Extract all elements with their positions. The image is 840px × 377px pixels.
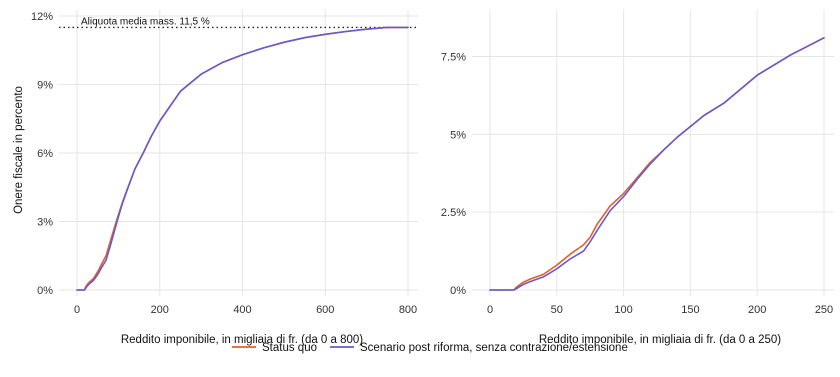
y-tick-label: 2.5% bbox=[441, 207, 466, 219]
x-tick-label: 400 bbox=[233, 304, 251, 316]
y-tick-label: 12% bbox=[31, 11, 53, 23]
x-axis-title-right: Reddito imponibile, in migliaia di fr. (… bbox=[539, 334, 781, 346]
x-tick-label: 150 bbox=[681, 304, 699, 316]
x-tick-label: 200 bbox=[151, 304, 169, 316]
y-axis-title: Onere fiscale in percento bbox=[13, 86, 25, 214]
series-line-status-quo-right bbox=[489, 37, 825, 291]
x-axis-title-left: Reddito imponibile, in migliaia di fr. (… bbox=[121, 334, 363, 346]
chart-panel-right: 0% 2.5% 5% 7.5% 0 50 100 150 200 250 Reddito impon… bbox=[441, 10, 834, 346]
series-line-reform-left bbox=[76, 26, 409, 291]
x-tick-label: 600 bbox=[316, 304, 334, 316]
y-tick-label: 6% bbox=[37, 148, 53, 160]
reference-line-label: Aliquota media mass. 11,5 % bbox=[81, 16, 210, 27]
y-tick-label: 0% bbox=[450, 285, 466, 297]
chart-legend: Status quo Scenario post riforma, senza … bbox=[232, 342, 628, 354]
x-tick-label: 250 bbox=[815, 304, 833, 316]
chart-panel-left: 0% 3% 6% 9% 12% 0 200 400 600 800 Reddito imponibi… bbox=[13, 10, 418, 346]
y-tick-label: 5% bbox=[450, 129, 466, 141]
x-tick-label: 100 bbox=[614, 304, 632, 316]
x-tick-label: 800 bbox=[399, 304, 417, 316]
x-tick-label: 200 bbox=[748, 304, 766, 316]
legend-label-status-quo: Status quo bbox=[262, 342, 317, 354]
x-tick-label: 50 bbox=[551, 304, 563, 316]
y-tick-label: 0% bbox=[37, 285, 53, 297]
series-line-reform-right bbox=[489, 37, 825, 291]
y-tick-label: 7.5% bbox=[441, 51, 466, 63]
legend-label-reform: Scenario post riforma, senza contrazione… bbox=[360, 342, 628, 354]
x-tick-label: 0 bbox=[74, 304, 80, 316]
y-tick-label: 9% bbox=[37, 80, 53, 92]
x-tick-label: 0 bbox=[487, 304, 493, 316]
y-tick-label: 3% bbox=[37, 217, 53, 229]
